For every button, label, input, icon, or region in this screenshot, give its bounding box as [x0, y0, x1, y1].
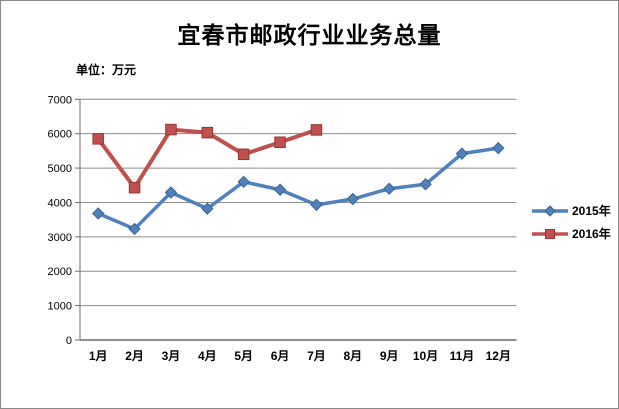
- legend-marker-2015年: [544, 204, 556, 217]
- data-point-2015年: [346, 192, 360, 206]
- legend-swatch-2016-icon: [532, 228, 568, 239]
- unit-label: 单位：万元: [76, 63, 137, 77]
- y-tick-label: 5000: [48, 163, 72, 175]
- legend-label-2016: 2016年: [572, 227, 611, 241]
- data-point-2015年: [310, 198, 323, 212]
- data-point-2015年: [382, 182, 396, 195]
- chart-title: 宜春市邮政行业业务总量: [177, 22, 442, 48]
- x-tick-label: 7月: [307, 349, 326, 363]
- x-tick-label: 10月: [413, 349, 438, 363]
- x-tick-label: 5月: [234, 349, 253, 363]
- y-tick-label: 2000: [48, 266, 72, 278]
- data-point-2015年: [455, 147, 469, 160]
- x-tick-label: 3月: [162, 349, 181, 363]
- legend-marker-2016年: [545, 228, 555, 239]
- legend-item-2016: 2016年: [532, 222, 611, 245]
- x-tick-label: 9月: [380, 349, 399, 363]
- data-point-2015年: [419, 178, 432, 191]
- y-tick-label: 1000: [48, 301, 72, 313]
- legend-label-2015: 2015年: [572, 204, 611, 218]
- data-point-2016年: [237, 148, 250, 161]
- data-point-2015年: [201, 202, 214, 215]
- data-point-2015年: [273, 183, 287, 196]
- legend-item-2015: 2015年: [532, 199, 611, 222]
- data-point-2015年: [91, 207, 105, 220]
- data-point-2015年: [237, 175, 250, 189]
- legend-swatch-2015-icon: [532, 204, 568, 217]
- x-tick-label: 4月: [198, 349, 217, 363]
- data-point-2015年: [164, 186, 178, 199]
- y-tick-label: 0: [66, 335, 72, 347]
- y-tick-label: 6000: [48, 129, 72, 141]
- data-point-2016年: [310, 124, 323, 136]
- x-tick-label: 12月: [486, 349, 511, 363]
- data-point-2016年: [274, 136, 286, 149]
- data-point-2015年: [128, 222, 141, 236]
- series-line-2015年: [96, 146, 501, 231]
- x-tick-label: 1月: [89, 349, 108, 363]
- y-tick-label: 7000: [48, 94, 72, 106]
- x-tick-label: 2月: [125, 349, 144, 363]
- y-tick-label: 4000: [48, 197, 72, 209]
- y-tick-label: 3000: [48, 232, 72, 244]
- x-tick-label: 11月: [450, 349, 475, 363]
- x-tick-label: 6月: [271, 349, 290, 363]
- data-point-2015年: [492, 141, 505, 155]
- data-point-2016年: [92, 133, 104, 145]
- data-point-2016年: [128, 181, 141, 194]
- data-point-2016年: [165, 123, 177, 136]
- x-tick-label: 8月: [343, 349, 362, 363]
- legend: 2015年 2016年: [532, 199, 611, 245]
- data-point-2016年: [201, 126, 214, 139]
